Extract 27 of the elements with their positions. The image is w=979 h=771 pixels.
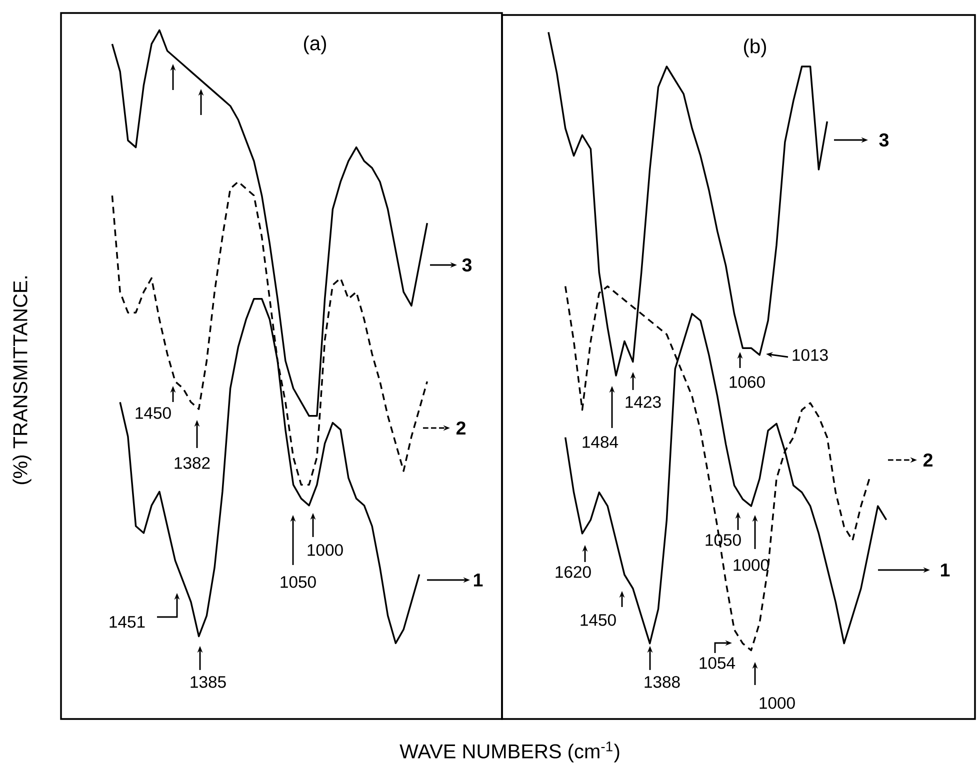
annotation: 1382 [174,457,210,469]
legend-label: 1 [474,574,483,586]
annotation: 1000 [760,697,795,709]
annotation: 1050 [280,576,316,588]
legend-label: 3 [462,258,472,272]
annotation: 1450 [580,614,616,626]
annotation: 1000 [734,559,769,571]
chart-title: (b) [744,38,766,58]
annotation: 1000 [308,544,343,556]
annotation: 1620 [556,566,591,578]
annotation: 1385 [190,676,226,688]
y-axis-title: (%) TRANSMITTANCE. [12,276,32,484]
legend-label: 3 [879,133,889,147]
annotation: 1050 [706,534,741,546]
annotation: 1451 [110,616,145,628]
annotation: 1388 [644,676,680,688]
legend-label: 1 [940,564,950,576]
annotation: 1450 [136,407,171,419]
legend-label: 2 [923,453,932,467]
annotation: 1484 [582,436,618,448]
chart-title: (a) [304,36,326,54]
annotation: 1013 [792,349,828,361]
annotation: 1060 [730,376,765,388]
legend-label: 2 [456,421,466,435]
x-axis-title: WAVE NUMBERS (cm$^{-1}$) [400,742,620,762]
annotation: 1423 [626,396,661,408]
annotation: 1054 [700,657,736,669]
